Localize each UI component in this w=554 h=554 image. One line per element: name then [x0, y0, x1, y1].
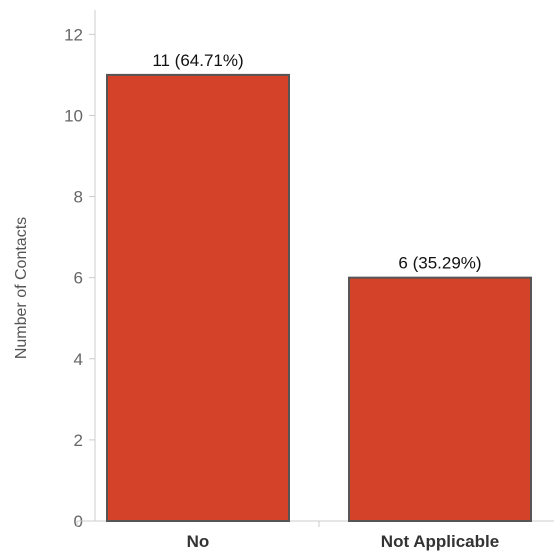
y-axis-title: Number of Contacts — [13, 217, 30, 359]
y-tick-label: 8 — [74, 188, 83, 207]
bars — [106, 73, 532, 522]
y-tick-label: 6 — [74, 269, 83, 288]
y-tick-label: 12 — [64, 25, 83, 44]
y-tick-label: 2 — [74, 431, 83, 450]
bar-value-label: 6 (35.29%) — [398, 254, 481, 273]
bar-value-label: 11 (64.71%) — [152, 51, 243, 70]
data-labels: 11 (64.71%) 6 (35.29%) — [152, 51, 481, 273]
x-axis: No Not Applicable — [76, 520, 554, 551]
x-category-label: No — [187, 532, 210, 551]
x-category-label: Not Applicable — [381, 532, 499, 551]
bar-not-applicable — [348, 276, 532, 522]
y-tick-label: 10 — [64, 106, 83, 125]
bar-no — [106, 73, 290, 522]
y-tick-label: 4 — [74, 350, 83, 369]
